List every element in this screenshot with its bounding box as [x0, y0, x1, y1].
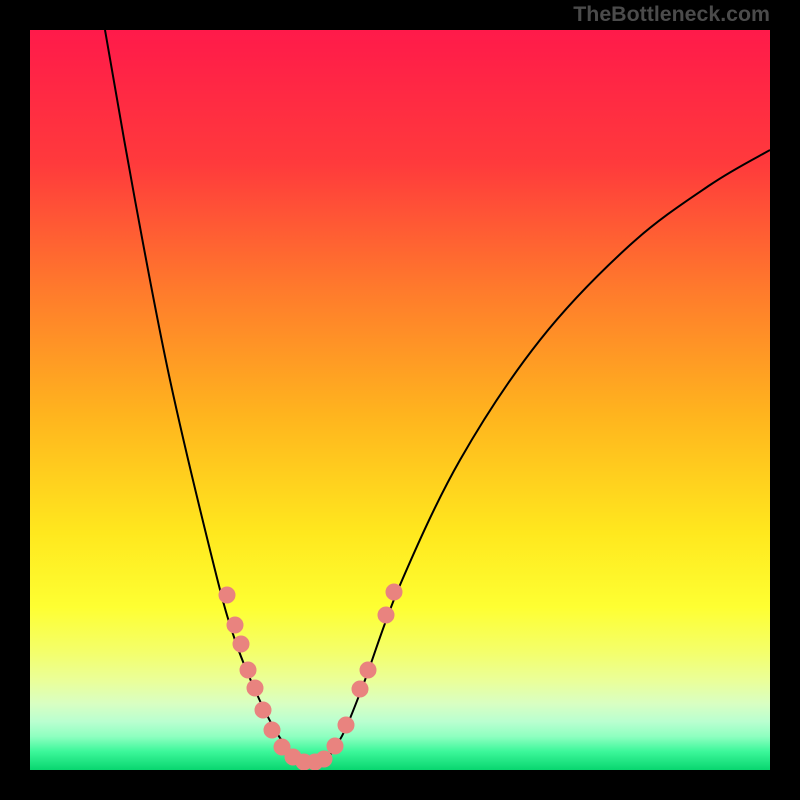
- data-marker: [227, 617, 243, 633]
- data-marker: [233, 636, 249, 652]
- data-marker: [352, 681, 368, 697]
- gradient-background: [30, 30, 770, 770]
- watermark-text: TheBottleneck.com: [573, 2, 770, 27]
- data-marker: [264, 722, 280, 738]
- data-marker: [327, 738, 343, 754]
- data-marker: [316, 751, 332, 767]
- plot-area: [30, 30, 770, 770]
- data-marker: [378, 607, 394, 623]
- data-marker: [360, 662, 376, 678]
- chart-svg: [30, 30, 770, 770]
- data-marker: [338, 717, 354, 733]
- data-marker: [240, 662, 256, 678]
- data-marker: [219, 587, 235, 603]
- data-marker: [255, 702, 271, 718]
- data-marker: [247, 680, 263, 696]
- data-marker: [386, 584, 402, 600]
